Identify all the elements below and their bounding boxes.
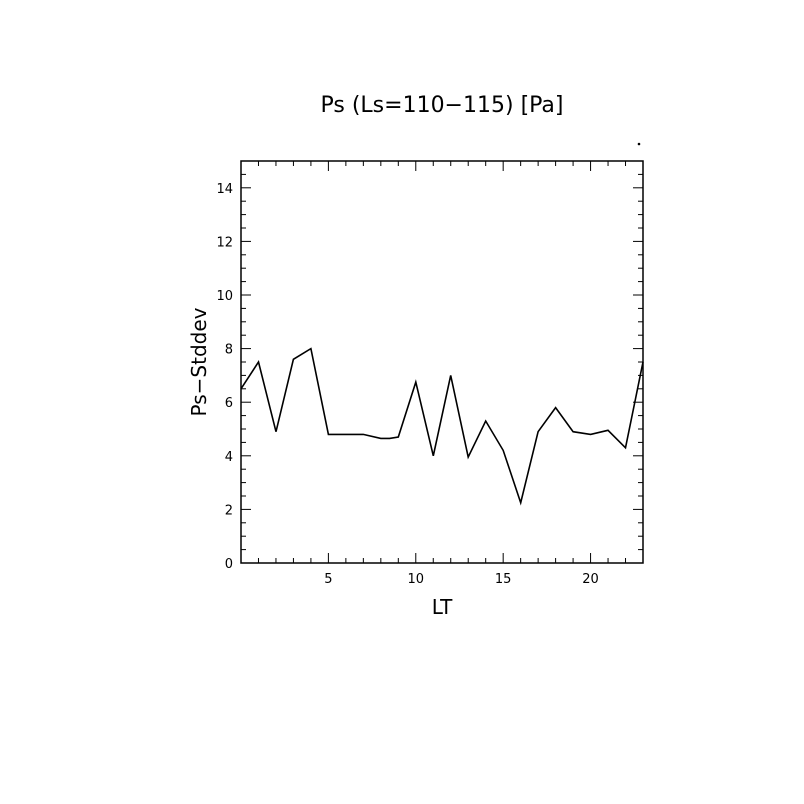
y-tick-label: 12 <box>216 235 233 250</box>
y-tick-label: 2 <box>225 503 233 518</box>
x-tick-label: 15 <box>495 572 512 587</box>
y-tick-label: 14 <box>216 182 233 197</box>
x-tick-label: 5 <box>324 572 332 587</box>
y-axis-label: Ps−Stddev <box>187 307 211 416</box>
tick-labels: 5 10 15 20 0 2 4 6 8 10 12 14 <box>216 182 598 587</box>
x-axis-label: LT <box>432 595 453 619</box>
chart-title: Ps (Ls=110−115) [Pa] <box>321 93 564 118</box>
x-tick-label: 10 <box>408 572 425 587</box>
y-tick-label: 4 <box>225 450 233 465</box>
plot-frame <box>240 160 644 564</box>
y-tick-label: 0 <box>225 557 233 572</box>
tick-marks <box>241 161 643 563</box>
y-tick-label: 6 <box>225 396 233 411</box>
y-tick-label: 10 <box>216 289 233 304</box>
x-tick-label: 20 <box>582 572 599 587</box>
series-line <box>240 347 644 506</box>
corner-dot <box>637 142 641 146</box>
y-tick-label: 8 <box>225 343 233 358</box>
